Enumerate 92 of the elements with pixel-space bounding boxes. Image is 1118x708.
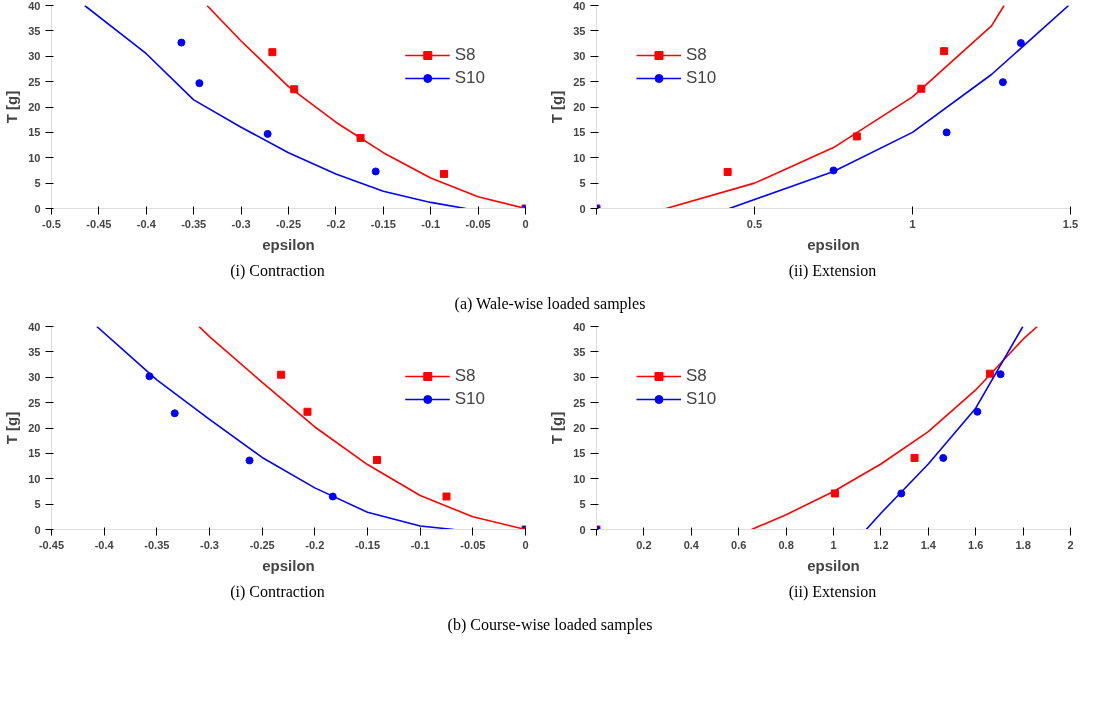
x-tick-label: 1.8: [1015, 538, 1031, 551]
x-tick-label: 0.2: [636, 538, 652, 551]
x-tick-label: -0.25: [249, 538, 275, 551]
x-tick-label: 1: [909, 217, 916, 230]
x-tick-label: -0.3: [231, 217, 251, 230]
x-tick-label: 1.2: [873, 538, 889, 551]
y-tick-label: 15: [28, 126, 41, 139]
x-tick-label: 0.5: [746, 217, 763, 230]
legend-label: S10: [686, 68, 717, 88]
x-tick-label: 1: [830, 538, 837, 551]
y-tick-label: 20: [573, 421, 586, 434]
legend-label: S8: [686, 45, 707, 65]
y-tick-label: 0: [34, 202, 41, 215]
text: (ii) Extension: [788, 581, 877, 603]
y-tick-label: 5: [579, 177, 586, 190]
x-axis-title: epsilon: [262, 556, 315, 574]
y-tick-label: 35: [28, 24, 41, 37]
y-tick-label: 0: [579, 202, 586, 215]
y-tick-label: 25: [28, 75, 41, 88]
text: (a) Wale-wise loaded samples: [454, 293, 646, 315]
text: (i) Contraction: [230, 261, 325, 282]
y-tick-label: 10: [28, 151, 41, 164]
y-tick-label: 40: [28, 0, 41, 12]
x-tick-label: -0.35: [144, 538, 170, 551]
x-axis-title: epsilon: [807, 556, 860, 574]
y-tick-label: 30: [573, 50, 586, 63]
x-tick-label: -0.2: [326, 217, 346, 230]
y-tick-label: 25: [573, 396, 586, 409]
x-tick-label: -0.2: [305, 538, 325, 551]
y-tick-label: 0: [34, 523, 41, 536]
y-tick-label: 15: [28, 447, 41, 460]
x-tick-label: -0.4: [94, 538, 115, 551]
x-tick-label: -0.25: [275, 217, 302, 230]
x-tick-label: -0.05: [465, 217, 491, 230]
x-tick-label: 0: [522, 538, 529, 551]
x-tick-label: -0.15: [370, 217, 396, 230]
x-tick-label: -0.4: [136, 217, 157, 230]
x-tick-label: 0.4: [683, 538, 700, 551]
x-tick-label: -0.1: [410, 538, 430, 551]
x-tick-label: 0.8: [778, 538, 794, 551]
x-tick-label: -0.1: [421, 217, 441, 230]
legend-label: S8: [454, 365, 476, 386]
x-tick-label: 0.6: [731, 538, 747, 551]
y-tick-label: 25: [573, 75, 586, 88]
y-tick-label: 15: [573, 126, 586, 139]
legend-label: S8: [686, 365, 707, 386]
y-tick-label: 0: [579, 523, 586, 536]
y-tick-label: 5: [34, 177, 41, 190]
y-tick-label: 30: [28, 50, 41, 63]
y-tick-label: 10: [28, 472, 41, 485]
legend-label: S10: [454, 68, 485, 88]
x-tick-label: 2: [1067, 538, 1074, 551]
y-tick-label: 20: [28, 421, 41, 434]
legend-label: S10: [454, 388, 485, 409]
y-tick-label: 25: [28, 396, 41, 409]
y-tick-label: 35: [573, 24, 586, 37]
text: (ii) Extension: [788, 261, 877, 282]
y-axis-title: T [g]: [548, 411, 566, 444]
y-tick-label: 10: [573, 472, 586, 485]
legend-label: S10: [686, 388, 717, 409]
y-axis-title: T [g]: [3, 90, 21, 124]
y-tick-label: 20: [28, 101, 41, 113]
y-tick-label: 40: [28, 320, 41, 333]
y-axis-title: T [g]: [3, 411, 21, 444]
y-axis-title: T [g]: [548, 90, 566, 124]
x-tick-label: 1.6: [968, 538, 984, 551]
x-axis-title: epsilon: [807, 235, 860, 253]
x-tick-label: -0.3: [200, 538, 219, 551]
x-tick-label: -0.35: [181, 217, 207, 230]
x-axis-title: epsilon: [262, 235, 315, 253]
y-tick-label: 40: [573, 320, 586, 333]
x-tick-label: -0.45: [86, 217, 112, 230]
x-tick-label: -0.45: [38, 538, 65, 551]
y-tick-label: 35: [573, 345, 586, 358]
x-tick-label: -0.15: [354, 538, 381, 551]
x-tick-label: -0.05: [460, 538, 486, 551]
y-tick-label: 15: [573, 447, 586, 460]
y-tick-label: 30: [573, 370, 586, 383]
x-tick-label: -0.5: [42, 217, 61, 230]
y-tick-label: 5: [579, 497, 586, 510]
x-tick-label: 1.4: [920, 538, 937, 551]
y-tick-label: 30: [28, 370, 41, 383]
y-tick-label: 40: [573, 0, 586, 12]
legend-label: S8: [454, 45, 476, 65]
text: (b) Course-wise loaded samples: [447, 614, 653, 636]
x-tick-label: 0: [522, 217, 529, 230]
text: (i) Contraction: [230, 581, 325, 603]
y-tick-label: 10: [573, 151, 586, 164]
y-tick-label: 20: [573, 101, 586, 113]
x-tick-label: 1.5: [1062, 217, 1079, 230]
y-tick-label: 5: [34, 497, 41, 510]
y-tick-label: 35: [28, 345, 41, 358]
